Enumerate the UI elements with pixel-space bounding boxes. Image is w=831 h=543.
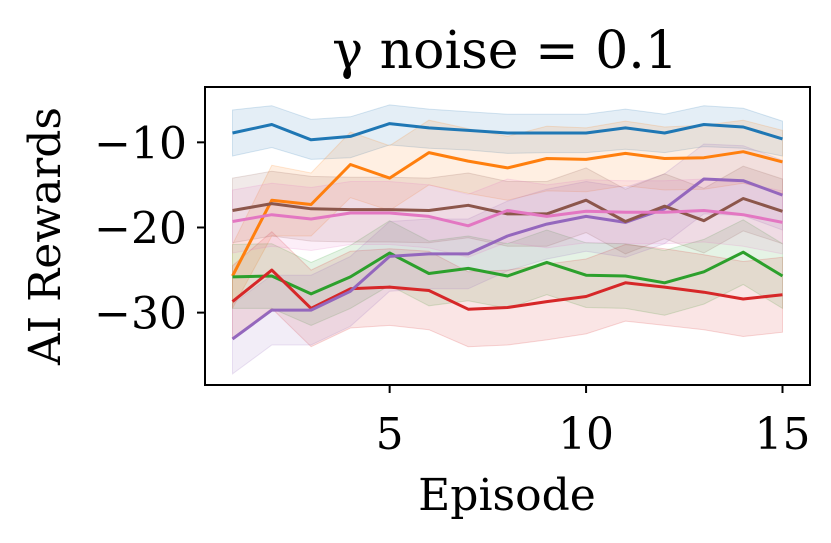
series-line-orange — [231, 150, 783, 277]
series-lines — [231, 122, 784, 341]
y-tick-label: −30 — [94, 289, 187, 340]
band-green — [232, 219, 783, 326]
y-axis-label: AI Rewards — [20, 107, 71, 366]
series-line-green — [232, 250, 784, 296]
band-purple — [232, 143, 783, 375]
band-red — [232, 231, 783, 348]
x-tick-label: 15 — [755, 409, 811, 460]
plot-frame — [204, 86, 811, 386]
y-axis-ticks: −10 −20 −30 — [94, 118, 205, 340]
series-line-pink — [232, 209, 783, 228]
x-tick-label: 5 — [376, 409, 404, 460]
band-pink — [232, 178, 783, 258]
series-line-purple — [231, 177, 784, 341]
series-line-red — [231, 268, 783, 311]
chart-title: γ noise = 0.1 — [332, 21, 678, 81]
y-tick-label: −20 — [94, 203, 187, 254]
x-axis-ticks: 5 10 15 — [376, 385, 811, 460]
series-line-brown — [232, 197, 783, 223]
y-tick-label: −10 — [94, 118, 187, 169]
x-tick-label: 10 — [558, 409, 614, 460]
confidence-bands — [232, 104, 783, 375]
x-axis-label: Episode — [418, 470, 596, 521]
series-line-blue — [232, 122, 783, 142]
